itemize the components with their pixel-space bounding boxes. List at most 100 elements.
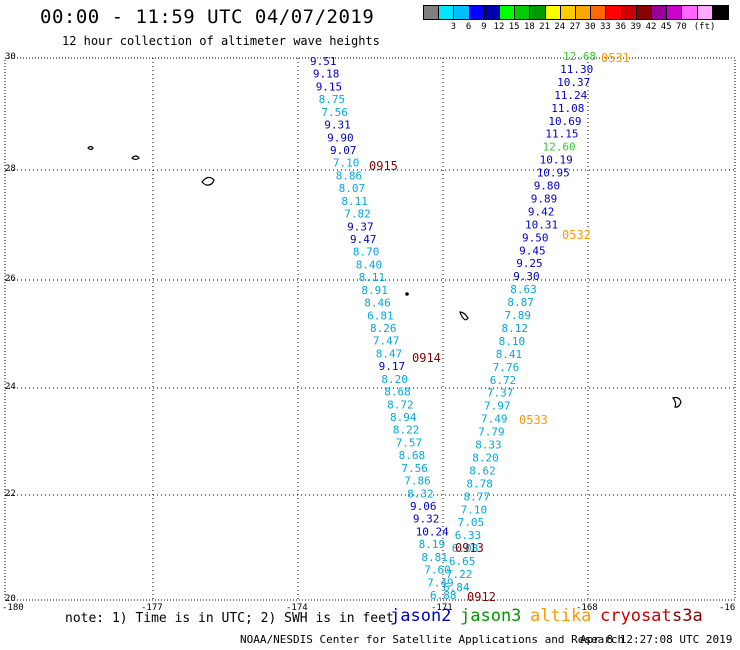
wave-height-value: 6.81 <box>367 309 394 322</box>
time-labels: 0531 0532 0533 0915 0914 0913 0912 <box>369 51 630 604</box>
wave-height-value: 10.24 <box>416 525 449 538</box>
wave-height-value: 7.57 <box>396 436 423 449</box>
wave-height-value: 8.94 <box>390 411 417 424</box>
wave-height-value: 9.50 <box>522 231 549 244</box>
wave-height-value: 9.47 <box>350 233 377 246</box>
wave-height-value: 7.47 <box>373 335 400 348</box>
wave-height-value: 8.91 <box>361 284 388 297</box>
island-shape <box>459 311 469 321</box>
pass-time-label: 0532 <box>562 228 591 242</box>
wave-height-value: 7.56 <box>401 462 428 475</box>
satellite-jason2: jason2 <box>390 606 452 626</box>
wave-height-value: 8.68 <box>399 449 426 462</box>
wave-height-value: 8.77 <box>464 490 491 503</box>
wave-height-value: 7.49 <box>427 576 454 589</box>
lat-label: 24 <box>5 382 16 392</box>
colorbar-label: 45 <box>660 22 672 32</box>
wave-height-value: 8.81 <box>421 551 448 564</box>
island-shape <box>131 155 140 161</box>
wave-height-value: 8.86 <box>336 169 363 182</box>
wave-height-value: 8.20 <box>381 373 408 386</box>
wave-height-value: 10.95 <box>537 167 570 180</box>
wave-height-value: 9.42 <box>528 205 555 218</box>
lat-label: 28 <box>5 164 16 174</box>
wave-height-value: 11.24 <box>554 89 587 102</box>
wave-height-value: 7.86 <box>404 475 431 488</box>
wave-height-value: 8.87 <box>507 296 534 309</box>
wave-height-value: 8.11 <box>359 271 386 284</box>
lat-label: 26 <box>5 274 16 284</box>
colorbar-unit: (ft) <box>693 22 716 32</box>
wave-height-value: 6.72 <box>490 374 517 387</box>
wave-height-value: 11.08 <box>551 102 584 115</box>
wave-height-value: 8.70 <box>353 246 380 259</box>
colorbar-label: 70 <box>675 22 687 32</box>
wave-height-value: 8.07 <box>339 182 366 195</box>
wave-height-value: 8.78 <box>466 477 493 490</box>
island-shape <box>87 145 94 151</box>
wave-height-value: 9.06 <box>410 500 437 513</box>
wave-height-value: 8.22 <box>393 424 420 437</box>
colorbar-label: 9 <box>481 22 487 32</box>
wave-height-value: 7.22 <box>446 568 473 581</box>
map-subtitle: 12 hour collection of altimeter wave hei… <box>62 34 380 48</box>
wave-height-value: 7.82 <box>344 208 371 221</box>
wave-height-value: 8.46 <box>364 297 391 310</box>
credit-text: NOAA/NESDIS Center for Satellite Applica… <box>240 633 625 646</box>
lat-label: 30 <box>5 52 16 62</box>
lon-label: -168 <box>576 603 598 613</box>
wave-height-value: 9.32 <box>413 513 440 526</box>
lon-label: -16 <box>719 603 736 613</box>
wave-height-value: 6.65 <box>449 555 476 568</box>
track-left: 9.519.189.158.757.569.319.909.077.108.86… <box>310 55 457 602</box>
pass-time-label: 0914 <box>412 351 441 365</box>
satellite-altika: altika <box>530 606 592 626</box>
island-dot <box>405 292 409 296</box>
wave-height-value: 8.12 <box>502 322 529 335</box>
wave-height-value: 12.68 <box>563 50 596 63</box>
wave-height-value: 7.60 <box>424 564 451 577</box>
pass-time-label: 0912 <box>467 590 496 604</box>
wave-height-value: 6.33 <box>455 529 482 542</box>
colorbar-label: 42 <box>645 22 657 32</box>
pass-time-label: 0915 <box>369 159 398 173</box>
colorbar-label: 18 <box>523 22 535 32</box>
colorbar-label: 27 <box>569 22 581 32</box>
satellite-s3a: s3a <box>672 606 703 626</box>
colorbar-label: 6 <box>465 22 472 32</box>
satellite-jason3: jason3 <box>460 606 522 626</box>
island-shape <box>201 176 215 186</box>
wave-height-value: 8.40 <box>356 258 383 271</box>
wave-height-value: 8.62 <box>469 464 496 477</box>
wave-height-value: 8.26 <box>370 322 397 335</box>
lon-label: -174 <box>286 603 308 613</box>
wave-height-value: 7.05 <box>458 516 485 529</box>
wave-height-value: 8.68 <box>384 386 411 399</box>
wave-height-value: 9.30 <box>513 270 540 283</box>
wave-height-value: 7.76 <box>493 361 520 374</box>
lon-label: -180 <box>2 603 24 613</box>
pass-time-label: 0533 <box>519 413 548 427</box>
colorbar-label: 24 <box>554 22 566 32</box>
lat-label: 20 <box>5 594 16 604</box>
pass-time-label: 0913 <box>455 541 484 555</box>
wave-height-value: 8.75 <box>319 93 346 106</box>
wave-height-value: 11.15 <box>545 128 578 141</box>
wave-height-value: 8.32 <box>407 487 434 500</box>
island-shape <box>671 396 682 408</box>
pass-time-label: 0531 <box>601 51 630 65</box>
colorbar-label: 30 <box>584 22 596 32</box>
wave-height-value: 9.37 <box>347 220 374 233</box>
wave-height-value: 7.49 <box>481 413 508 426</box>
wave-height-value: 9.25 <box>516 257 543 270</box>
wave-height-value: 7.56 <box>321 106 348 119</box>
wave-height-value: 11.30 <box>560 63 593 76</box>
track-right: 12.6811.3010.3711.2411.0810.6911.1512.60… <box>443 50 596 594</box>
lon-label: -171 <box>431 603 453 613</box>
wave-height-value: 9.89 <box>531 193 558 206</box>
colorbar-label: 33 <box>599 22 611 32</box>
wave-height-value: 9.51 <box>310 55 337 68</box>
colorbar-label: 15 <box>508 22 520 32</box>
wave-height-value: 9.07 <box>330 144 357 157</box>
wave-height-value: 7.79 <box>478 426 505 439</box>
